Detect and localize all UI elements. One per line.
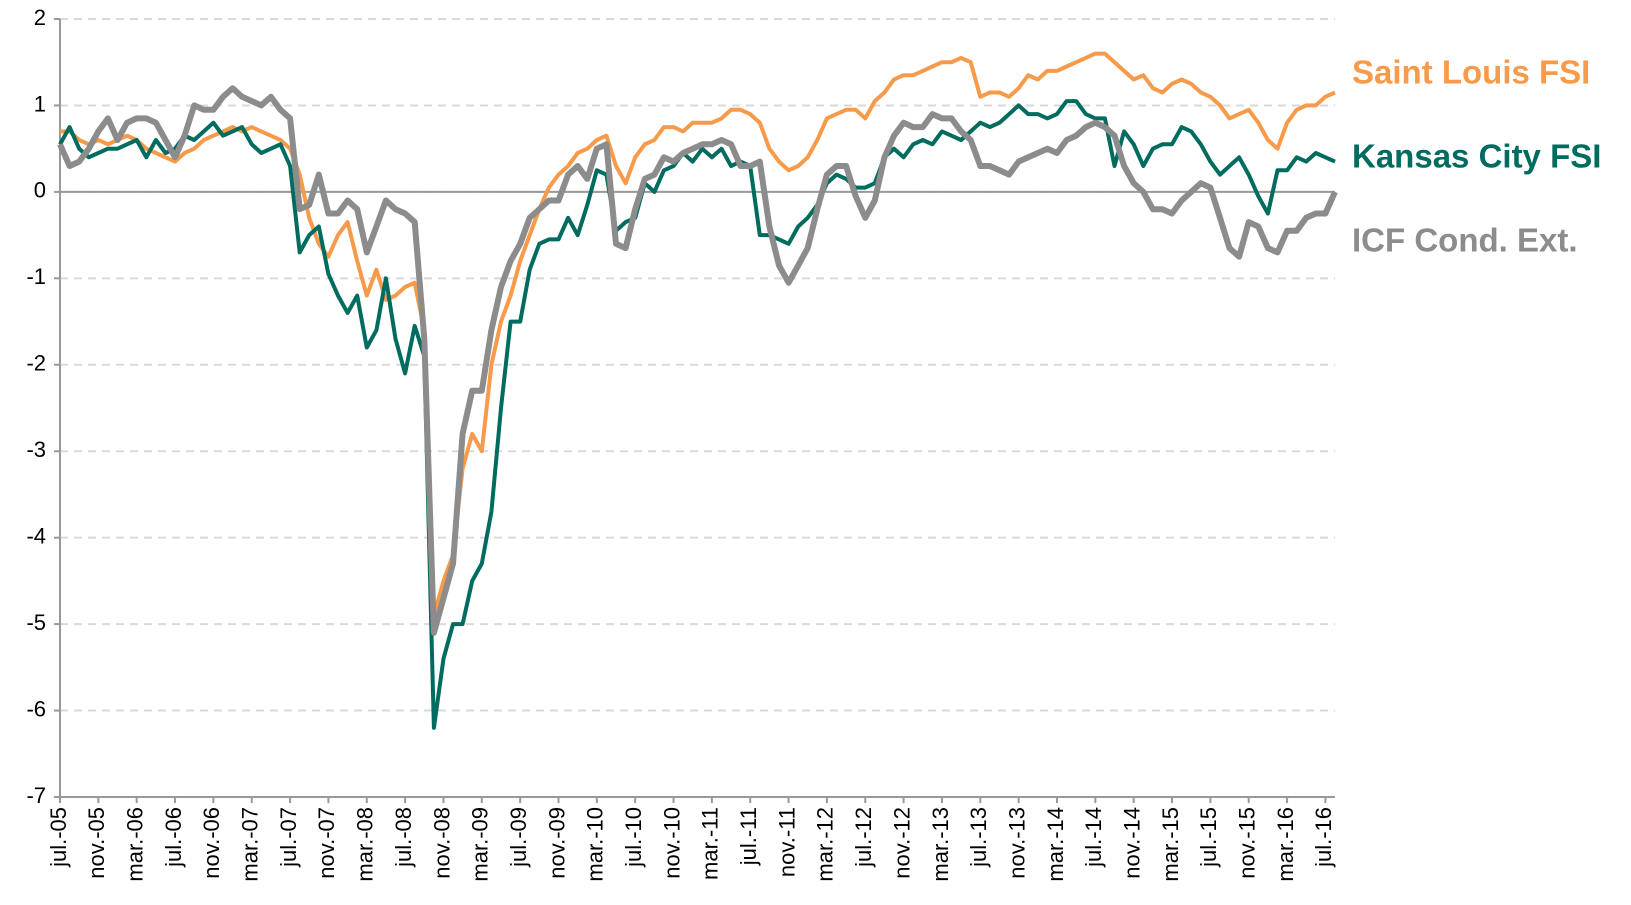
legend-label: ICF Cond. Ext. (1352, 222, 1578, 259)
y-tick-label: -2 (26, 351, 46, 376)
x-tick-label: mar.-07 (238, 807, 263, 882)
series-line (57, 85, 1338, 636)
x-tick-label: jul.-15 (1196, 807, 1221, 868)
x-tick-label: jul.-05 (46, 807, 71, 868)
x-tick-label: nov.-09 (544, 807, 569, 879)
x-tick-label: mar.-10 (583, 807, 608, 882)
x-tick-label: jul.-08 (391, 807, 416, 868)
x-tick-label: mar.-12 (813, 807, 838, 882)
x-tick-label: mar.-16 (1273, 807, 1298, 882)
x-tick-label: jul.-07 (276, 807, 301, 868)
x-tick-label: mar.-08 (353, 807, 378, 882)
x-tick-label: jul.-14 (1081, 807, 1106, 868)
x-tick-label: mar.-14 (1043, 807, 1068, 882)
x-tick-label: nov.-15 (1235, 807, 1260, 879)
x-tick-label: jul.-09 (506, 807, 531, 868)
x-tick-label: jul.-12 (851, 807, 876, 868)
x-tick-label: jul.-16 (1311, 807, 1336, 868)
series-line (60, 51, 1336, 618)
y-tick-label: -5 (26, 610, 46, 635)
x-tick-label: nov.-07 (314, 807, 339, 879)
x-tick-label: nov.-12 (889, 807, 914, 879)
y-tick-label: 2 (34, 5, 46, 30)
x-tick-label: jul.-13 (966, 807, 991, 868)
x-tick-label: mar.-06 (123, 807, 148, 882)
series-line (58, 99, 1336, 730)
y-tick-label: 0 (34, 178, 46, 203)
legend-label: Kansas City FSI (1352, 138, 1601, 175)
x-tick-label: nov.-11 (774, 807, 799, 877)
x-tick-label: nov.-05 (84, 807, 109, 879)
x-tick-label: nov.-13 (1004, 807, 1029, 879)
x-tick-label: nov.-06 (199, 807, 224, 879)
y-tick-label: -1 (26, 264, 46, 289)
x-tick-label: mar.-09 (468, 807, 493, 882)
y-tick-label: -6 (26, 696, 46, 721)
y-tick-label: 1 (34, 91, 46, 116)
legend-label: Saint Louis FSI (1352, 54, 1590, 91)
x-tick-label: nov.-14 (1119, 807, 1144, 879)
y-tick-label: -3 (26, 437, 46, 462)
y-tick-label: -4 (26, 523, 46, 548)
x-tick-label: jul.-10 (621, 807, 646, 868)
x-tick-label: mar.-15 (1158, 807, 1183, 882)
x-tick-label: mar.-13 (928, 807, 953, 882)
x-tick-label: jul.-06 (161, 807, 186, 868)
y-tick-label: -7 (26, 783, 46, 808)
x-tick-label: nov.-10 (659, 807, 684, 879)
x-tick-label: nov.-08 (429, 807, 454, 879)
x-tick-label: jul.-11 (736, 807, 761, 866)
x-tick-label: mar.-11 (698, 807, 723, 880)
